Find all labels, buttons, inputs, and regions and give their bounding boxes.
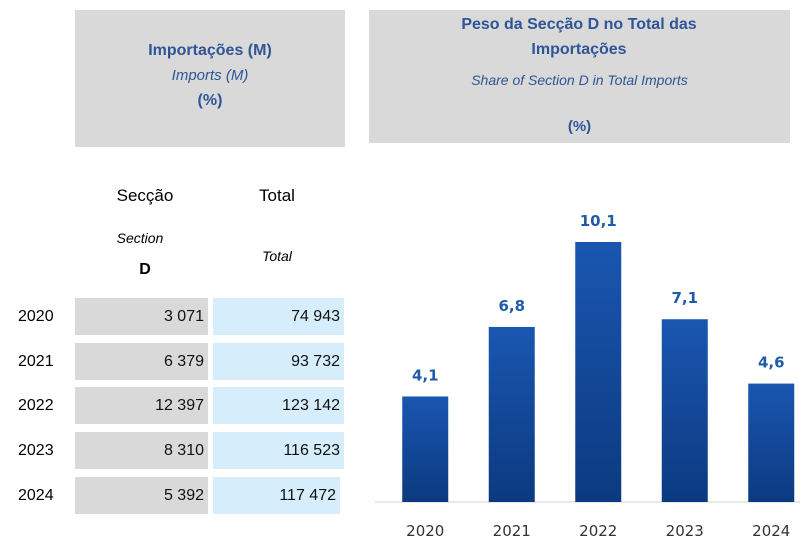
data-label: 4,1: [412, 366, 439, 384]
data-label: 4,6: [758, 354, 785, 372]
bar: [488, 326, 535, 502]
column-label: Total: [259, 186, 295, 205]
x-tick-label: 2021: [493, 522, 531, 537]
chart-unit: (%): [567, 118, 592, 135]
chart-title: Peso da Secção D no Total das Importaçõe…: [461, 16, 697, 58]
x-tick-label: 2023: [666, 522, 704, 537]
section-cell: 8 310: [75, 432, 208, 470]
section-cell: 5 392: [75, 476, 208, 514]
section-cell: 6 379: [75, 342, 208, 380]
section-cell: 12 397: [75, 387, 208, 425]
row-year: 2023: [18, 442, 54, 460]
data-label: 10,1: [580, 212, 617, 230]
column-sublabel: Total: [262, 248, 292, 264]
row-year: 2020: [18, 308, 54, 325]
column-code: D: [139, 261, 151, 278]
section-cell: 3 071: [75, 298, 208, 335]
bar: [661, 319, 708, 502]
total-cell: 123 142: [213, 387, 344, 425]
column-sublabel: Section: [116, 230, 164, 246]
x-tick-label: 2024: [752, 522, 790, 537]
bar: [402, 396, 449, 502]
table-header-box: [75, 10, 345, 147]
bar: [748, 383, 795, 502]
data-label: 6,8: [498, 297, 525, 315]
total-cell: 93 732: [213, 342, 344, 380]
row-year: 2022: [18, 397, 54, 415]
data-label: 7,1: [671, 289, 698, 307]
total-cell: 116 523: [213, 432, 344, 470]
table-title: Importações (M): [148, 42, 272, 59]
table-unit: (%): [197, 92, 223, 109]
chart-header-box: [369, 10, 790, 143]
column-label: Secção: [116, 186, 174, 205]
chart-subtitle: Share of Section D in Total Imports: [471, 72, 688, 88]
table-subtitle: Imports (M): [171, 67, 249, 84]
total-cell: 74 943: [213, 298, 344, 335]
row-year: 2024: [18, 486, 54, 504]
row-year: 2021: [18, 352, 54, 370]
x-tick-label: 2020: [406, 522, 444, 537]
x-tick-label: 2022: [579, 522, 617, 537]
bar: [575, 242, 622, 502]
total-cell: 117 472: [213, 476, 340, 514]
